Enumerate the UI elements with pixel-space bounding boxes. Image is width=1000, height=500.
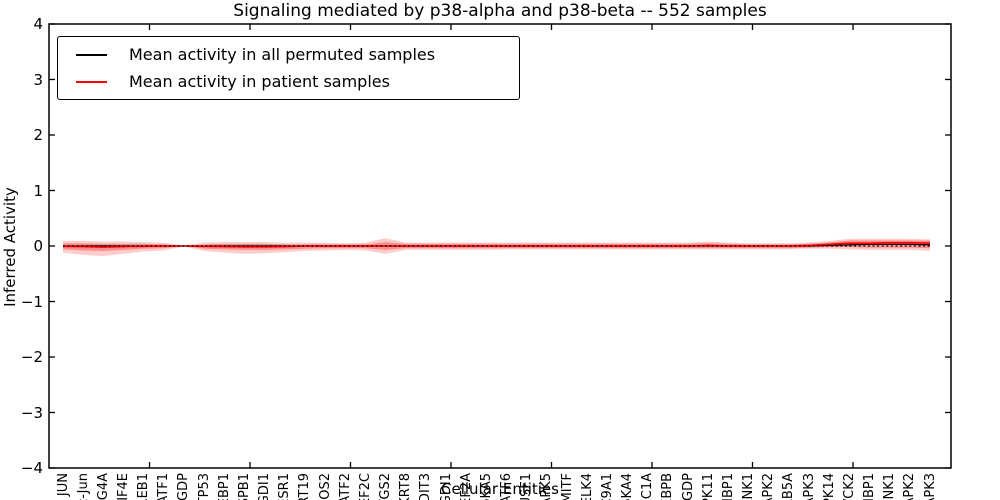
x-tick-label: MAPKAPK3 [801, 473, 818, 500]
x-tick-label: USF1 [519, 473, 535, 500]
x-tick-label: p38alpha-beta/HBP1 [861, 473, 878, 500]
x-tick-label: MAPK14 [821, 473, 837, 500]
x-tick-label: MEF2A [458, 473, 474, 500]
chart-title: Signaling mediated by p38-alpha and p38-… [233, 1, 767, 21]
x-tick-label: TP53 [196, 473, 212, 500]
x-tick-label: PLA2G4A [95, 473, 112, 500]
x-tick-label: JUN [55, 473, 71, 497]
x-tick-label: MKNK1 [741, 473, 757, 500]
x-tick-label: ATF1 [156, 473, 172, 500]
y-tick-label: −3 [20, 403, 43, 422]
x-tick-label: p38alpha-beta/CK2 [841, 473, 858, 500]
x-tick-label: RPS6KA4 [619, 473, 636, 500]
x-tick-label: KRT19 [297, 473, 313, 500]
y-tick-label: 0 [33, 237, 43, 255]
patient-line-swatch [76, 80, 107, 83]
x-tick-label: MITF [559, 473, 575, 500]
x-tick-label: KRT8 [398, 473, 414, 500]
y-tick-label: −1 [20, 292, 43, 311]
y-tick-label: 3 [33, 70, 43, 89]
y-tick-label: 4 [33, 15, 43, 33]
x-tick-label: PPARGC1A [639, 473, 656, 500]
x-tick-label: DDIT3 [418, 473, 434, 500]
x-tick-label: p38alpha-beta/MNK1 [881, 473, 898, 500]
y-tick-label: −2 [20, 348, 43, 366]
x-tick-label: ELK4 [579, 473, 595, 500]
y-tick-label: 2 [33, 126, 43, 144]
x-tick-label: MAPKAPK5 [538, 473, 555, 500]
x-tick-label: SLC9A1 [599, 473, 615, 500]
x-tick-label: RAB5/GDP/GDI1 [256, 473, 273, 500]
legend-label-permuted: Mean activity in all permuted samples [129, 45, 436, 64]
x-tick-label: p38alpha-beta/MAPKAPK3 [922, 473, 939, 500]
legend-label-patient: Mean activity in patient samples [129, 72, 390, 91]
x-tick-label: HBP1 [720, 473, 736, 500]
y-tick-label: −4 [20, 459, 43, 477]
x-tick-label: RAB5/GDP [680, 473, 697, 500]
x-tick-label: mol:GDP [175, 473, 192, 500]
permuted-line-swatch [76, 53, 107, 56]
x-tick-label: MAPK11 [700, 473, 716, 500]
legend-entry-patient: Mean activity in patient samples [58, 72, 519, 91]
patient-band-outer [63, 238, 931, 256]
legend-entry-permuted: Mean activity in all permuted samples [58, 45, 519, 64]
x-tick-label: ATF6 [499, 473, 515, 500]
x-tick-label: CEBPB [660, 473, 676, 500]
y-tick-label: 1 [33, 181, 43, 200]
x-tick-label: RPS6KA5 [478, 473, 495, 500]
x-tick-label: CREB1 [136, 473, 152, 500]
x-axis-label: Cellular Entities [441, 480, 559, 498]
x-tick-label: RAB5A [781, 473, 797, 500]
x-tick-label: GDI1 [438, 473, 454, 500]
x-tick-label: ATF2 [337, 473, 353, 500]
x-tick-label: HSPB1 [236, 473, 252, 500]
legend: Mean activity in all permuted samples Me… [57, 36, 520, 100]
x-tick-label: EIF4E [115, 473, 131, 500]
x-tick-label: p38alpha-beta/MAPKAPK2 [901, 473, 918, 500]
x-tick-label: EIF4EBP1 [216, 473, 233, 500]
x-tick-label: MAPKAPK2 [760, 473, 777, 500]
x-tick-label: MEF2C [357, 473, 373, 500]
x-tick-label: NOS2 [317, 473, 333, 500]
x-tick-label: PTGS2 [378, 473, 394, 500]
x-tick-label: ESR1 [277, 473, 293, 500]
x-tick-label: ATF2/c-Jun [75, 473, 92, 500]
